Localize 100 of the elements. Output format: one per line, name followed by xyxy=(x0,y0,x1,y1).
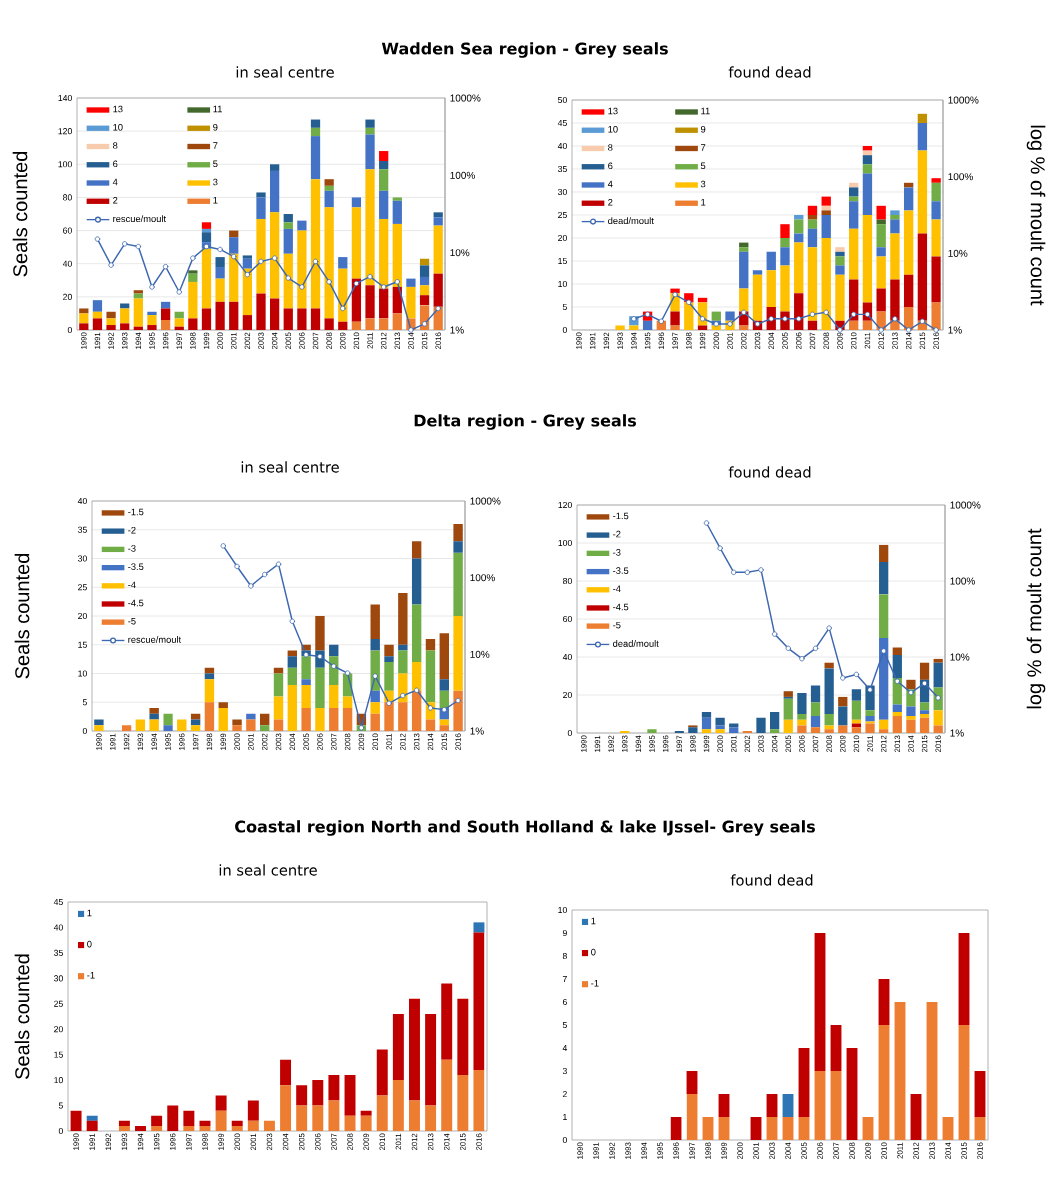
legend-label: -2 xyxy=(128,526,136,534)
y2-tick-label: 1000% xyxy=(450,94,481,102)
y-tick-label: 1 xyxy=(563,1114,567,1120)
y-tick-label: 3 xyxy=(562,1067,567,1075)
y-tick-label: 120 xyxy=(58,128,72,135)
legend-label: 1 xyxy=(87,909,92,917)
y-tick-label: 40 xyxy=(557,142,567,150)
y-tick-label: 10 xyxy=(558,906,567,914)
legend-label: -5 xyxy=(128,617,136,625)
y-tick-label: 8 xyxy=(562,952,567,960)
legend-label: 1 xyxy=(591,917,596,925)
legend-label: -3 xyxy=(128,545,136,552)
y-tick-label: 10 xyxy=(558,280,567,288)
legend-label: -1.5 xyxy=(128,508,144,516)
y-tick-label: 15 xyxy=(558,257,567,265)
legend-label: 9 xyxy=(700,125,706,133)
y-tick-label: 80 xyxy=(563,577,572,585)
legend-label: 7 xyxy=(701,144,706,151)
y-axis-title: Seals counted xyxy=(14,553,30,679)
legend-label: 3 xyxy=(700,180,706,188)
legend-label: 5 xyxy=(213,160,218,168)
legend-label: rescue/moult xyxy=(113,215,166,223)
legend-label: -5 xyxy=(613,621,621,629)
y-tick-label: 25 xyxy=(558,211,567,219)
y-tick-label: 40 xyxy=(62,260,72,267)
y2-tick-label: 1% xyxy=(950,729,964,737)
y-tick-label: 20 xyxy=(78,612,87,620)
legend-label: 2 xyxy=(113,197,118,204)
chart-title: in seal centre xyxy=(219,864,317,876)
y-tick-label: 5 xyxy=(58,1102,63,1109)
legend-label: 9 xyxy=(213,124,218,131)
legend-label: -1 xyxy=(87,971,95,979)
y-axis-title: Seals counted xyxy=(12,151,28,277)
y-tick-label: 0 xyxy=(562,326,567,334)
y-tick-label: 20 xyxy=(563,691,572,699)
y2-axis-title: log % of moult count xyxy=(1026,125,1046,306)
chart-title: in seal centre xyxy=(241,461,339,473)
y-tick-label: 30 xyxy=(53,975,63,982)
y-tick-label: 0 xyxy=(562,1136,567,1144)
y2-tick-label: 10% xyxy=(450,249,470,257)
text: Coastal region North and South Holland & lake IJssel- Grey seals xyxy=(235,820,815,836)
y-tick-label: 20 xyxy=(54,1026,63,1033)
legend-label: rescue/moult xyxy=(128,636,182,643)
y-tick-label: 0 xyxy=(67,326,72,334)
y-tick-label: 9 xyxy=(562,929,567,937)
y2-tick-label: 1% xyxy=(450,326,464,334)
legend-label: 11 xyxy=(213,105,222,113)
y-tick-label: 25 xyxy=(78,584,87,591)
legend-label: -3.5 xyxy=(128,563,144,570)
chart-title: found dead xyxy=(730,874,813,886)
y2-tick-label: 1000% xyxy=(948,96,979,104)
y-tick-label: 120 xyxy=(558,501,572,509)
y-tick-label: 7 xyxy=(562,976,567,982)
legend-label: 3 xyxy=(213,178,218,186)
y-tick-label: 45 xyxy=(53,898,63,906)
text: Wadden Sea region - Grey seals xyxy=(381,42,668,58)
legend-label: -3.5 xyxy=(613,567,629,574)
y-tick-label: 0 xyxy=(567,729,572,737)
legend-label: -4 xyxy=(613,585,621,593)
legend-label: 10 xyxy=(113,124,123,131)
y2-tick-label: 1000% xyxy=(470,497,501,505)
legend-label: 6 xyxy=(113,160,118,168)
y-tick-label: 5 xyxy=(82,699,87,706)
y-tick-label: 35 xyxy=(53,949,63,956)
y-tick-label: 35 xyxy=(77,526,87,533)
y-tick-label: 100 xyxy=(58,161,72,168)
legend-label: 4 xyxy=(112,178,118,186)
y-tick-label: 45 xyxy=(557,119,567,127)
chart-title: found dead xyxy=(728,466,811,478)
y-tick-label: 50 xyxy=(558,96,567,104)
legend-label: 13 xyxy=(608,107,618,115)
y-tick-label: 10 xyxy=(78,670,87,677)
legend-label: dead/moult xyxy=(613,640,659,647)
y-tick-label: 35 xyxy=(557,165,567,173)
legend-label: 6 xyxy=(608,162,613,170)
y-tick-label: 140 xyxy=(58,94,72,102)
y-tick-label: 60 xyxy=(63,227,72,234)
y-tick-label: 80 xyxy=(63,194,72,201)
y-tick-label: 15 xyxy=(78,641,87,648)
legend-label: -3 xyxy=(613,549,621,556)
legend-label: -1 xyxy=(591,980,599,987)
y2-tick-label: 100% xyxy=(948,173,973,181)
y-axis-title: Seals counted xyxy=(14,954,30,1079)
y-tick-label: 40 xyxy=(562,653,572,661)
y-tick-label: 25 xyxy=(54,1000,63,1007)
y-tick-label: 4 xyxy=(562,1045,568,1051)
legend-label: 8 xyxy=(608,144,613,151)
y2-tick-label: 100% xyxy=(470,574,495,582)
y2-tick-label: 10% xyxy=(470,650,490,658)
y2-tick-label: 100% xyxy=(950,577,975,585)
y-tick-label: 2 xyxy=(562,1090,567,1098)
legend-label: 0 xyxy=(87,940,92,948)
legend-label: -4.5 xyxy=(613,603,629,611)
legend-label: dead/moult xyxy=(608,217,654,225)
legend-label: 13 xyxy=(113,105,123,113)
legend-label: 1 xyxy=(213,197,218,204)
legend-label: 2 xyxy=(608,198,613,206)
y2-tick-label: 1000% xyxy=(950,501,981,509)
legend-label: -4.5 xyxy=(128,599,144,607)
y-tick-label: 30 xyxy=(557,188,567,196)
